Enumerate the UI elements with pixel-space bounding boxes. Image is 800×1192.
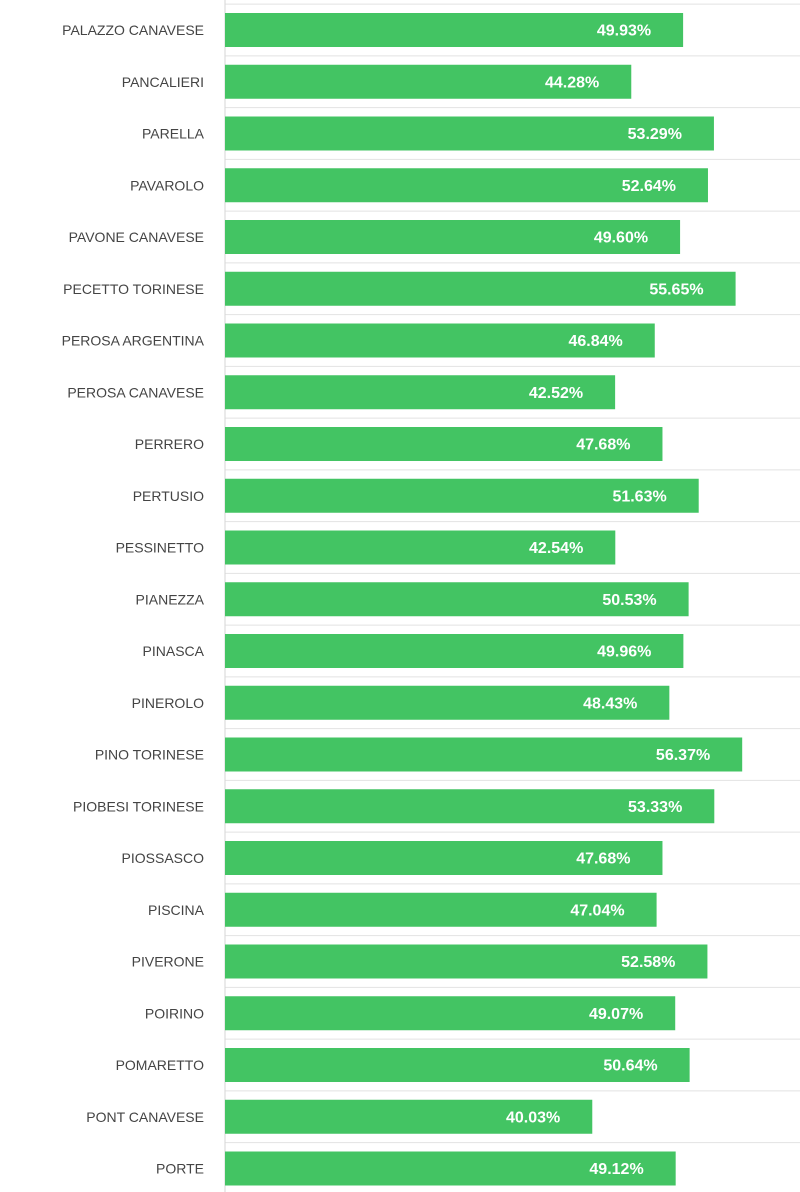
- bar-row: PIOSSASCO 47.68%: [122, 841, 663, 875]
- bar-row: PAVONE CANAVESE 49.60%: [69, 220, 681, 254]
- bar: [225, 375, 616, 410]
- bar: [225, 220, 681, 254]
- category-label: PEROSA CANAVESE: [67, 384, 204, 400]
- value-label: 49.07%: [589, 1006, 643, 1023]
- category-label: PAVAROLO: [130, 177, 204, 193]
- value-label: 52.64%: [622, 178, 676, 195]
- category-label: PECETTO TORINESE: [63, 281, 204, 297]
- bar-row: PIVERONE 52.58%: [132, 944, 708, 979]
- category-label: PIOSSASCO: [122, 850, 205, 866]
- category-label: PISCINA: [148, 902, 205, 918]
- value-label: 49.60%: [594, 230, 648, 247]
- bar-row: PERTUSIO 51.63%: [133, 478, 699, 513]
- bar: [225, 1099, 593, 1134]
- bar: [225, 841, 663, 875]
- bar-row: PONT CANAVESE 40.03%: [86, 1099, 593, 1134]
- bar-row: PEROSA CANAVESE 42.52%: [67, 375, 616, 410]
- bar: [225, 13, 684, 47]
- value-label: 50.64%: [603, 1058, 657, 1075]
- bar-row: PIOBESI TORINESE 53.33%: [73, 789, 715, 824]
- value-label: 51.63%: [612, 488, 666, 505]
- value-label: 53.33%: [628, 799, 682, 816]
- category-label: POMARETTO: [116, 1057, 205, 1073]
- bar: [225, 478, 699, 513]
- category-label: PESSINETTO: [116, 540, 205, 556]
- bar: [225, 634, 684, 668]
- bar: [225, 427, 663, 461]
- row-separators: [225, 3, 800, 1144]
- category-label: PALAZZO CANAVESE: [62, 22, 204, 38]
- value-label: 42.52%: [529, 385, 583, 402]
- category-label: PERTUSIO: [133, 488, 204, 504]
- category-label: PIVERONE: [132, 954, 204, 970]
- bar-row: PISCINA 47.04%: [148, 892, 657, 927]
- bar-row: PARELLA 53.29%: [142, 116, 714, 151]
- bar: [225, 323, 655, 358]
- category-label: PEROSA ARGENTINA: [62, 333, 205, 349]
- value-label: 47.68%: [576, 851, 630, 868]
- bar: [225, 582, 689, 617]
- bar: [225, 116, 714, 151]
- bar: [225, 1151, 676, 1186]
- value-label: 49.12%: [589, 1161, 643, 1178]
- category-label: PINO TORINESE: [95, 747, 204, 763]
- bar: [225, 737, 743, 772]
- value-label: 49.93%: [597, 23, 651, 40]
- bar-row: PALAZZO CANAVESE 49.93%: [62, 13, 684, 47]
- bar: [225, 789, 715, 824]
- bar-row: PIANEZZA 50.53%: [136, 582, 689, 617]
- bar-row: POMARETTO 50.64%: [116, 1048, 690, 1082]
- bar-row: PINASCA 49.96%: [143, 634, 684, 668]
- value-label: 49.96%: [597, 644, 651, 661]
- value-label: 56.37%: [656, 747, 710, 764]
- value-label: 46.84%: [568, 333, 622, 350]
- bar: [225, 1048, 690, 1082]
- category-label: PINEROLO: [132, 695, 204, 711]
- value-label: 50.53%: [602, 592, 656, 609]
- bar: [225, 530, 616, 565]
- bar-row: PINO TORINESE 56.37%: [95, 737, 743, 772]
- category-label: POIRINO: [145, 1005, 204, 1021]
- value-label: 55.65%: [649, 281, 703, 298]
- value-label: 40.03%: [506, 1109, 560, 1126]
- bar-row: PECETTO TORINESE 55.65%: [63, 271, 736, 306]
- category-label: PIANEZZA: [136, 591, 205, 607]
- category-label: PAVONE CANAVESE: [69, 229, 204, 245]
- bar-row: PINEROLO 48.43%: [132, 685, 670, 720]
- value-label: 44.28%: [545, 74, 599, 91]
- bar-row: POIRINO 49.07%: [145, 996, 676, 1031]
- category-label: PERRERO: [135, 436, 204, 452]
- value-label: 42.54%: [529, 540, 583, 557]
- bar: [225, 64, 632, 99]
- bar: [225, 944, 708, 979]
- bar-row: PANCALIERI 44.28%: [122, 64, 632, 99]
- value-label: 47.68%: [576, 437, 630, 454]
- bar-row: PEROSA ARGENTINA 46.84%: [62, 323, 655, 358]
- bar-row: PAVAROLO 52.64%: [130, 168, 708, 203]
- category-label: PORTE: [156, 1161, 204, 1177]
- bar-row: PORTE 49.12%: [156, 1151, 676, 1186]
- value-label: 53.29%: [628, 126, 682, 143]
- category-label: PINASCA: [143, 643, 205, 659]
- category-label: PIOBESI TORINESE: [73, 798, 204, 814]
- bar: [225, 685, 670, 720]
- value-label: 48.43%: [583, 695, 637, 712]
- bar: [225, 168, 708, 203]
- category-label: PONT CANAVESE: [86, 1109, 204, 1125]
- category-label: PANCALIERI: [122, 74, 204, 90]
- bar: [225, 271, 736, 306]
- bar: [225, 996, 676, 1031]
- bar-row: PERRERO 47.68%: [135, 427, 663, 461]
- value-label: 47.04%: [570, 902, 624, 919]
- value-label: 52.58%: [621, 954, 675, 971]
- bar: [225, 892, 657, 927]
- bar-row: PESSINETTO 42.54%: [116, 530, 616, 565]
- category-label: PARELLA: [142, 126, 205, 142]
